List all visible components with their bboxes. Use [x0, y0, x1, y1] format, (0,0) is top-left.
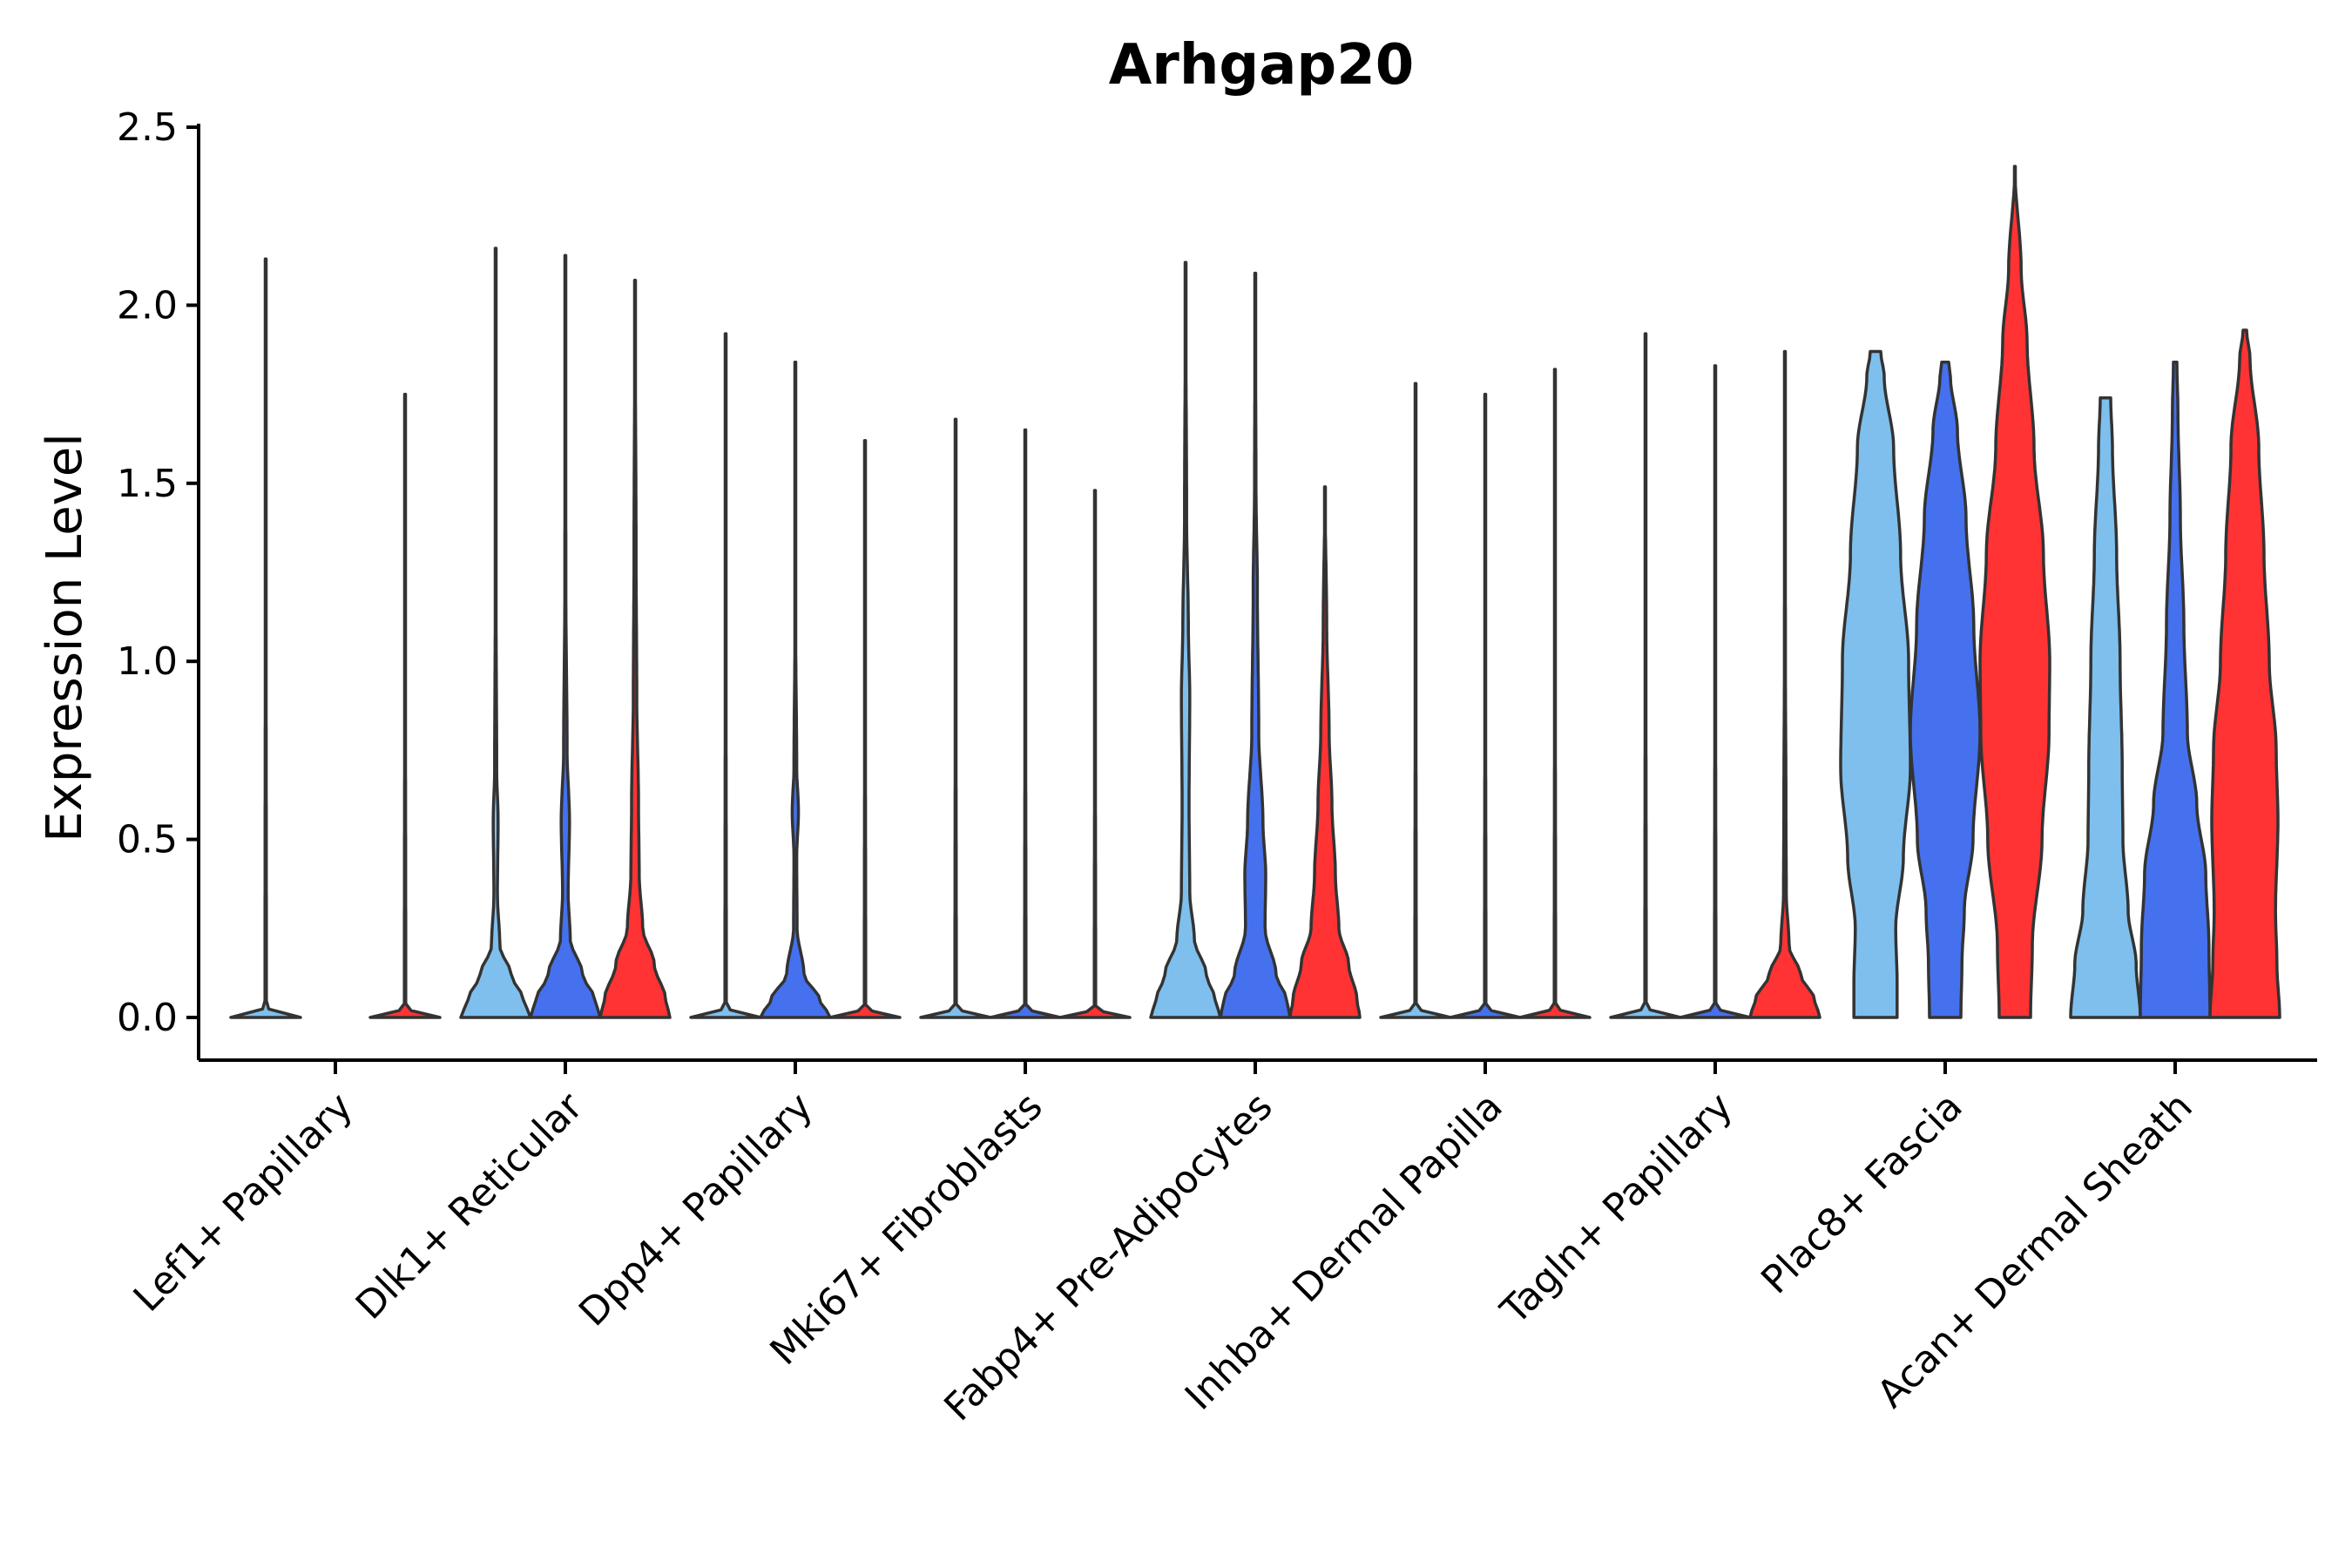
violin-3-group2 — [990, 430, 1060, 1018]
violin-0-group3 — [370, 395, 440, 1017]
violin-6-group1 — [1611, 334, 1680, 1017]
violin-2-group1 — [691, 334, 760, 1017]
violin-4-group3 — [1290, 487, 1360, 1017]
violin-1-group2 — [531, 255, 600, 1017]
x-tick-label: Dlk1+ Reticular — [348, 1084, 592, 1328]
violin-0-group1 — [231, 259, 301, 1017]
violin-3-group3 — [1060, 490, 1130, 1017]
x-tick-label: Tagln+ Papillary — [1492, 1085, 1741, 1334]
y-tick-label: 2.5 — [117, 105, 178, 150]
y-tick-label: 0.0 — [117, 996, 178, 1040]
y-axis-label: Expression Level — [37, 433, 93, 842]
violins-group — [231, 166, 2280, 1017]
chart: Arhgap20 Expression Level 0.0 0.5 1.0 1.5 2.… — [0, 0, 2352, 1568]
violin-5-group3 — [1520, 369, 1590, 1017]
chart-title: Arhgap20 — [1109, 33, 1415, 98]
x-tick-label: Dpp4+ Papillary — [571, 1085, 821, 1335]
violin-5-group1 — [1381, 383, 1450, 1017]
violin-6-group2 — [1680, 366, 1750, 1017]
violin-plot: Arhgap20 Expression Level 0.0 0.5 1.0 1.5 2.… — [0, 0, 2352, 1568]
violin-1-group1 — [461, 248, 531, 1017]
violin-3-group1 — [921, 419, 990, 1017]
violin-7-group1 — [1841, 352, 1910, 1018]
y-tick-label: 1.5 — [117, 462, 178, 506]
violin-6-group3 — [1750, 352, 1820, 1018]
x-tick-label: Plac8+ Fascia — [1753, 1085, 1971, 1303]
violin-7-group3 — [1980, 166, 2050, 1017]
violin-4-group2 — [1220, 274, 1290, 1017]
violin-8-group1 — [2071, 398, 2140, 1017]
violin-8-group3 — [2210, 330, 2280, 1017]
violin-2-group2 — [760, 362, 830, 1017]
y-tick-label: 1.0 — [117, 639, 178, 684]
violin-4-group1 — [1151, 262, 1220, 1017]
violin-2-group3 — [830, 441, 900, 1017]
y-tick-label: 2.0 — [117, 283, 178, 328]
violin-1-group3 — [600, 280, 670, 1017]
violin-7-group2 — [1910, 362, 1980, 1017]
x-tick-label: Lef1+ Papillary — [125, 1085, 362, 1321]
y-tick-label: 0.5 — [117, 818, 178, 862]
violin-8-group2 — [2140, 362, 2210, 1017]
violin-5-group2 — [1450, 395, 1520, 1017]
